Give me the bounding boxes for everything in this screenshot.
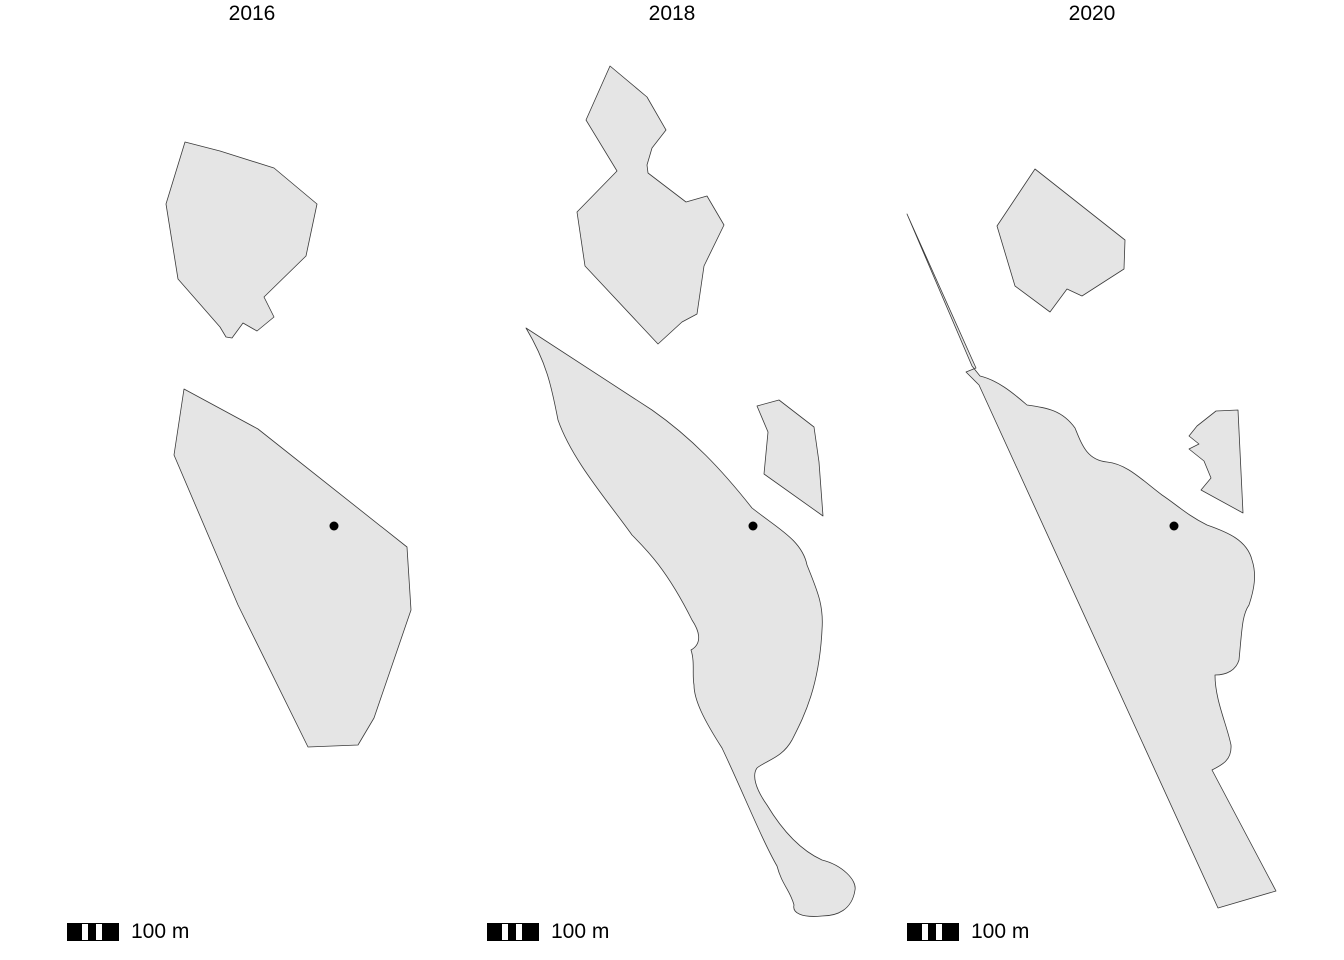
panel-title: 2018 [648, 2, 696, 25]
map-area [165, 141, 412, 748]
map-panel-2016: 2016 [42, 0, 462, 960]
scale-bar-graphic [67, 923, 119, 941]
scale-bar-label: 100 m [551, 920, 610, 943]
panel-title: 2016 [228, 2, 276, 25]
polygon-east [756, 399, 824, 517]
map-area [525, 65, 856, 917]
location-point [748, 521, 758, 531]
scale-bar: 100 m [487, 921, 609, 943]
polygon-east [1188, 409, 1244, 514]
scale-bar-label: 100 m [131, 920, 190, 943]
polygon-main [906, 213, 1277, 909]
polygon-main [525, 327, 856, 917]
scale-bar-graphic [907, 923, 959, 941]
map-panel-2020: 2020 [882, 0, 1302, 960]
map-area [906, 168, 1277, 909]
polygon-north [576, 65, 725, 345]
scale-bar: 100 m [907, 921, 1029, 943]
location-point [1169, 521, 1179, 531]
polygon-north [996, 168, 1126, 313]
scale-bar: 100 m [67, 921, 189, 943]
panel-title: 2020 [1068, 2, 1116, 25]
location-point [329, 521, 339, 531]
map-panel-2018: 2018 [462, 0, 882, 960]
scale-bar-label: 100 m [971, 920, 1030, 943]
polygon-north [165, 141, 318, 339]
scale-bar-graphic [487, 923, 539, 941]
polygon-south [173, 388, 412, 748]
